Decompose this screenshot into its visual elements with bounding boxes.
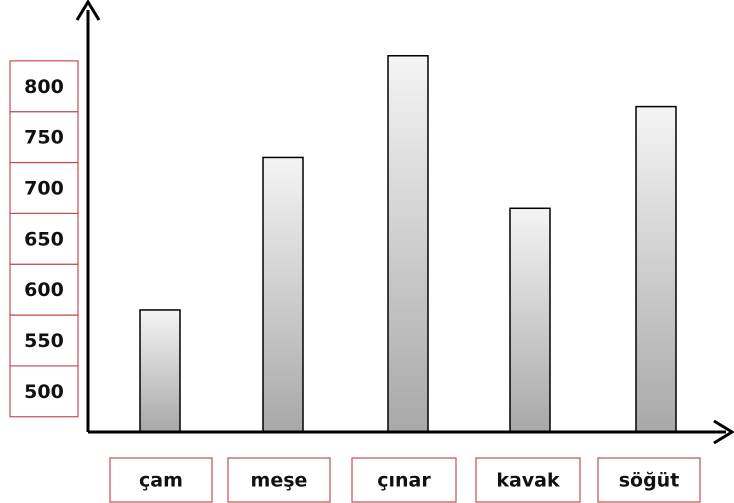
x-tick-box — [597, 457, 701, 503]
x-tick-label: çınar — [377, 470, 431, 492]
x-tick-box — [109, 457, 213, 503]
y-tick-box — [9, 111, 79, 164]
bar — [635, 105, 677, 433]
x-tick-box — [351, 457, 457, 503]
bar — [262, 156, 304, 433]
y-tick-label: 750 — [24, 127, 64, 149]
y-tick-label: 550 — [24, 330, 64, 352]
x-tick-label: kavak — [496, 470, 560, 492]
bar — [509, 207, 551, 433]
bar — [139, 309, 181, 433]
y-tick-box — [9, 60, 79, 113]
y-tick-box — [9, 314, 79, 367]
y-tick-box — [9, 161, 79, 214]
x-tick-box — [227, 457, 331, 503]
y-tick-label: 800 — [24, 76, 64, 98]
y-tick-box — [9, 365, 79, 418]
y-axis-arrow — [75, 0, 101, 21]
x-axis-arrow — [713, 419, 734, 445]
y-tick-box — [9, 212, 79, 265]
y-tick-label: 600 — [24, 279, 64, 301]
bar — [387, 55, 429, 433]
y-tick-label: 700 — [24, 177, 64, 199]
plot: 500 550 600 650 700 750 800 çam meşe çınar kavak sö… — [9, 55, 701, 503]
y-tick-label: 500 — [24, 381, 64, 403]
y-tick-label: 650 — [24, 228, 64, 250]
x-tick-label: çam — [139, 470, 183, 492]
x-tick-box — [475, 457, 581, 503]
x-tick-label: söğüt — [619, 470, 680, 492]
x-tick-label: meşe — [251, 470, 308, 492]
